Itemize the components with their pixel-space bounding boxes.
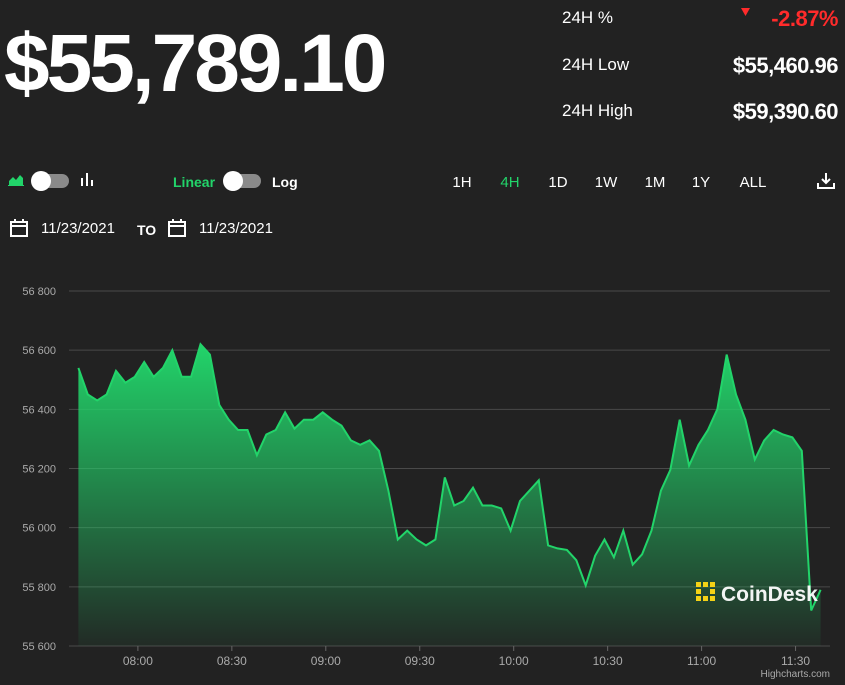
y-tick-label: 56 400	[22, 404, 56, 416]
stat-label: 24H %	[562, 8, 614, 27]
x-tick-label: 10:00	[499, 654, 529, 668]
watermark-text: CoinDesk	[721, 583, 818, 606]
x-tick-label: 09:00	[311, 654, 341, 668]
range-button[interactable]: 1D	[548, 174, 568, 191]
toggle-knob	[223, 171, 243, 191]
stat-label: 24H High	[562, 101, 633, 120]
calendar-icon[interactable]	[168, 219, 186, 237]
calendar-icon[interactable]	[10, 219, 28, 237]
price: $55,789.10	[4, 18, 387, 109]
x-tick-label: 08:00	[123, 654, 153, 668]
date-from[interactable]: 11/23/2021	[41, 220, 115, 237]
stat-value: $55,460.96	[732, 53, 839, 78]
logo-dot	[703, 582, 708, 587]
y-tick-label: 56 800	[22, 286, 56, 298]
x-tick-label: 10:30	[593, 654, 623, 668]
logo-dot	[710, 582, 715, 587]
date-to[interactable]: 11/23/2021	[199, 220, 273, 237]
logo-dot	[703, 596, 708, 601]
y-tick-label: 55 600	[22, 641, 56, 653]
chart-type-toggle[interactable]	[31, 171, 69, 191]
logo-dot	[710, 596, 715, 601]
logo-dot	[696, 582, 701, 587]
date-to-label: TO	[137, 222, 157, 238]
logo-dot	[696, 596, 701, 601]
y-tick-label: 55 800	[22, 582, 56, 594]
y-tick-label: 56 600	[22, 345, 56, 357]
stat-value: $59,390.60	[732, 99, 839, 124]
scale-toggle[interactable]	[223, 171, 261, 191]
range-button[interactable]: 4H	[500, 174, 520, 191]
logo-dot	[696, 589, 701, 594]
range-button[interactable]: 1W	[594, 174, 618, 191]
log-label[interactable]: Log	[272, 174, 298, 190]
area-fill	[78, 344, 821, 646]
logo-dot	[710, 589, 715, 594]
download-icon[interactable]	[817, 172, 835, 189]
stat-label: 24H Low	[562, 55, 630, 74]
x-tick-label: 11:30	[781, 654, 810, 668]
range-button[interactable]: 1M	[644, 174, 666, 191]
x-tick-label: 08:30	[217, 654, 247, 668]
bar-icon[interactable]	[80, 172, 94, 186]
range-button[interactable]: 1Y	[691, 174, 711, 191]
watermark: CoinDesk	[696, 582, 818, 606]
credit: Highcharts.com	[761, 669, 830, 680]
x-tick-label: 11:00	[687, 654, 716, 668]
range-button[interactable]: 1H	[452, 174, 472, 191]
y-tick-label: 56 200	[22, 464, 56, 476]
down-arrow	[741, 8, 750, 16]
linear-label[interactable]: Linear	[173, 174, 216, 190]
x-tick-label: 09:30	[405, 654, 435, 668]
price-line	[77, 342, 822, 611]
toggle-knob	[31, 171, 51, 191]
stat-value: -2.87%	[771, 6, 838, 31]
range-button[interactable]: ALL	[739, 174, 767, 191]
area-icon[interactable]	[8, 172, 24, 186]
y-tick-label: 56 000	[22, 523, 56, 535]
